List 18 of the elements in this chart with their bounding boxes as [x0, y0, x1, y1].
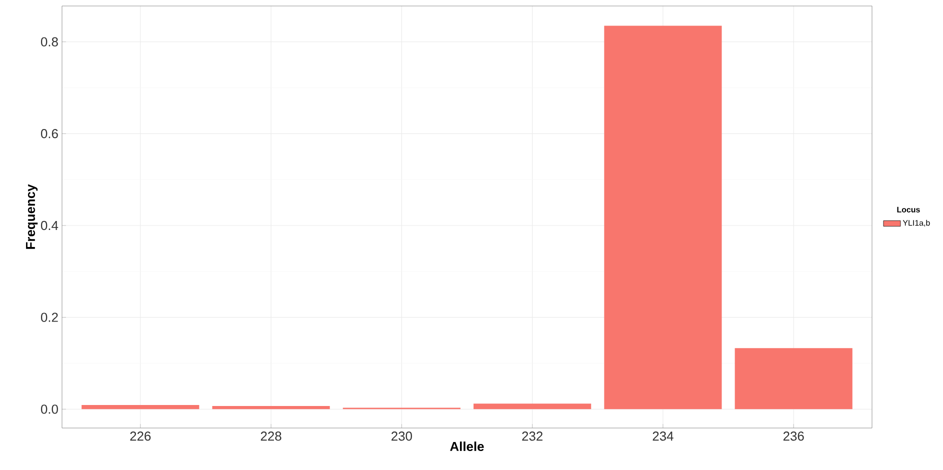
x-tick-label: 232 [522, 432, 542, 441]
x-tick-label: 226 [130, 432, 151, 441]
x-tick-label: 236 [783, 432, 804, 441]
y-tick-label: 0.8 [40, 37, 58, 46]
y-tick-label: 0.0 [40, 404, 58, 414]
bar [734, 348, 852, 410]
bar [474, 404, 592, 410]
bar [82, 405, 200, 410]
x-tick-label: 234 [652, 432, 674, 441]
x-tick-label: 228 [260, 432, 282, 441]
y-axis-title: Frequency [26, 184, 38, 249]
y-tick-label: 0.4 [40, 220, 58, 230]
bar [604, 26, 722, 410]
y-tick-label: 0.2 [40, 312, 58, 322]
x-axis-title: Allele [450, 442, 484, 452]
bar [212, 406, 330, 410]
y-tick-label: 0.6 [40, 129, 58, 138]
x-tick-label: 230 [392, 432, 412, 441]
